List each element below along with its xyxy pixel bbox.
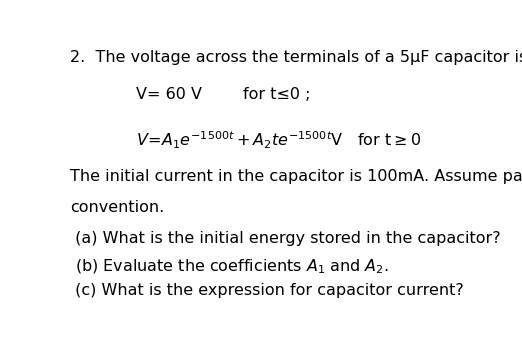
Text: 2.  The voltage across the terminals of a 5μF capacitor is: 2. The voltage across the terminals of a… (70, 50, 522, 64)
Text: (a) What is the initial energy stored in the capacitor?: (a) What is the initial energy stored in… (70, 231, 501, 246)
Text: V= 60 V        for t≤0 ;: V= 60 V for t≤0 ; (136, 87, 311, 102)
Text: (c) What is the expression for capacitor current?: (c) What is the expression for capacitor… (70, 283, 464, 298)
Text: (b) Evaluate the coefficients $A_1$ and $A_2$.: (b) Evaluate the coefficients $A_1$ and … (70, 257, 389, 276)
Text: convention.: convention. (70, 200, 164, 215)
Text: $V\!=\! A_1e^{-1500t} + A_2te^{-1500t}\mathrm{V}$   for t$\geq$0: $V\!=\! A_1e^{-1500t} + A_2te^{-1500t}\m… (136, 130, 421, 151)
Text: The initial current in the capacitor is 100mA. Assume passive sign: The initial current in the capacitor is … (70, 169, 522, 184)
